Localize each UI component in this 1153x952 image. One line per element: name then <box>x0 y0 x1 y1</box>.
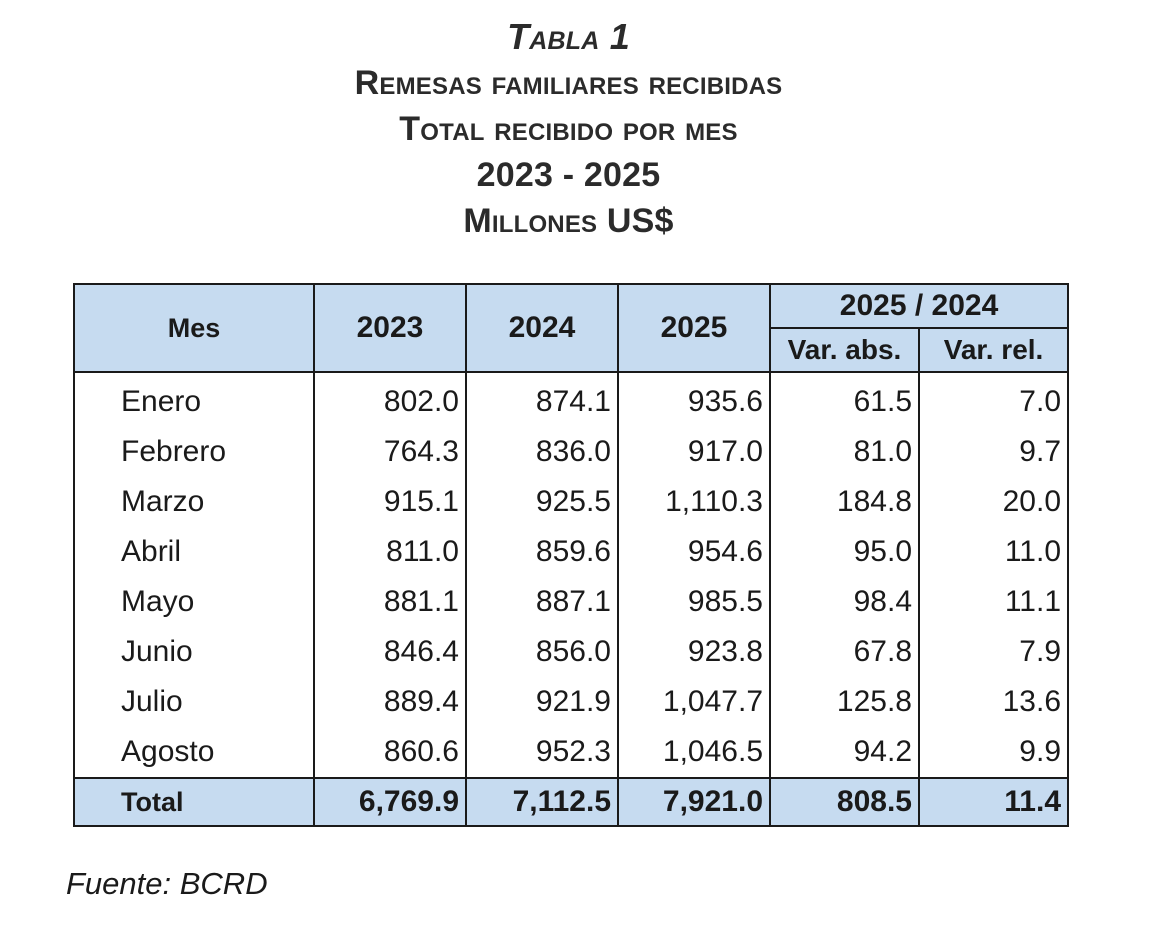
cell-2024: 836.0 <box>465 427 619 477</box>
column-header-var-abs: Var. abs. <box>769 327 920 373</box>
cell-2024: 859.6 <box>465 527 619 577</box>
cell-2023: 860.6 <box>313 727 467 779</box>
total-2023: 6,769.9 <box>313 777 467 827</box>
cell-mes: Mayo <box>73 577 315 627</box>
cell-mes: Abril <box>73 527 315 577</box>
cell-var-rel: 9.7 <box>917 427 1070 477</box>
cell-2025: 1,046.5 <box>617 727 771 779</box>
cell-var-abs: 67.8 <box>769 627 920 677</box>
cell-var-abs: 94.2 <box>769 727 920 779</box>
cell-2024: 925.5 <box>465 477 619 527</box>
cell-2023: 881.1 <box>313 577 467 627</box>
cell-2023: 811.0 <box>313 527 467 577</box>
table-number: Tabla 1 <box>507 16 630 57</box>
table-period: 2023 - 2025 <box>476 156 661 194</box>
cell-2024: 952.3 <box>465 727 619 779</box>
table-title: Remesas familiares recibidas <box>354 64 783 102</box>
cell-var-abs: 81.0 <box>769 427 920 477</box>
cell-mes: Julio <box>73 677 315 727</box>
cell-mes: Marzo <box>73 477 315 527</box>
cell-mes: Junio <box>73 627 315 677</box>
table-units: Millones US$ <box>463 202 674 240</box>
total-2024: 7,112.5 <box>465 777 619 827</box>
table-row: Abril 811.0 859.6 954.6 95.0 11.0 <box>73 527 1070 577</box>
table-subtitle: Total recibido por mes <box>399 110 738 148</box>
cell-2025: 1,047.7 <box>617 677 771 727</box>
cell-2025: 1,110.3 <box>617 477 771 527</box>
table-row: Febrero 764.3 836.0 917.0 81.0 9.7 <box>73 427 1070 477</box>
cell-2023: 764.3 <box>313 427 467 477</box>
cell-var-abs: 184.8 <box>769 477 920 527</box>
cell-var-rel: 20.0 <box>917 477 1070 527</box>
cell-2024: 856.0 <box>465 627 619 677</box>
cell-mes: Enero <box>73 372 315 427</box>
cell-2023: 846.4 <box>313 627 467 677</box>
cell-mes: Agosto <box>73 727 315 779</box>
source-note: Fuente: BCRD <box>66 866 268 901</box>
cell-2023: 889.4 <box>313 677 467 727</box>
column-header-2025: 2025 <box>617 283 771 373</box>
cell-var-abs: 98.4 <box>769 577 920 627</box>
total-label: Total <box>73 777 315 827</box>
cell-var-abs: 95.0 <box>769 527 920 577</box>
table-row: Junio 846.4 856.0 923.8 67.8 7.9 <box>73 627 1070 677</box>
cell-2025: 985.5 <box>617 577 771 627</box>
cell-2025: 917.0 <box>617 427 771 477</box>
cell-2025: 954.6 <box>617 527 771 577</box>
total-row: Total 6,769.9 7,112.5 7,921.0 808.5 11.4 <box>73 777 1070 827</box>
header-subrow: Var. abs. Var. rel. <box>74 327 1070 373</box>
cell-2024: 874.1 <box>465 372 619 427</box>
cell-var-rel: 11.1 <box>917 577 1070 627</box>
remittances-table: Mes 2023 2024 2025 2025 / 2024 Var. abs.… <box>73 283 1070 827</box>
cell-var-rel: 11.0 <box>917 527 1070 577</box>
cell-var-rel: 13.6 <box>917 677 1070 727</box>
cell-var-rel: 9.9 <box>917 727 1070 779</box>
column-header-2024: 2024 <box>465 283 619 373</box>
table-row: Enero 802.0 874.1 935.6 61.5 7.0 <box>73 372 1070 427</box>
table-body: Enero 802.0 874.1 935.6 61.5 7.0 Febrero… <box>73 372 1070 779</box>
table-caption: Tabla 1 Remesas familiares recibidas Tot… <box>0 14 1137 244</box>
cell-2024: 921.9 <box>465 677 619 727</box>
cell-2023: 802.0 <box>313 372 467 427</box>
table-row: Mayo 881.1 887.1 985.5 98.4 11.1 <box>73 577 1070 627</box>
cell-var-abs: 125.8 <box>769 677 920 727</box>
cell-2024: 887.1 <box>465 577 619 627</box>
total-var-rel: 11.4 <box>917 777 1070 827</box>
table-row: Agosto 860.6 952.3 1,046.5 94.2 9.9 <box>73 727 1070 779</box>
cell-2025: 935.6 <box>617 372 771 427</box>
column-header-mes: Mes <box>73 283 315 373</box>
column-header-2023: 2023 <box>313 283 467 373</box>
cell-2025: 923.8 <box>617 627 771 677</box>
total-2025: 7,921.0 <box>617 777 771 827</box>
column-header-comparison: 2025 / 2024 <box>768 283 1070 329</box>
cell-var-abs: 61.5 <box>769 372 920 427</box>
column-header-var-rel: Var. rel. <box>917 327 1070 373</box>
table-row: Marzo 915.1 925.5 1,110.3 184.8 20.0 <box>73 477 1070 527</box>
cell-2023: 915.1 <box>313 477 467 527</box>
total-var-abs: 808.5 <box>769 777 920 827</box>
header-row: Mes 2023 2024 2025 2025 / 2024 <box>73 283 1070 373</box>
cell-mes: Febrero <box>73 427 315 477</box>
cell-var-rel: 7.9 <box>917 627 1070 677</box>
table-row: Julio 889.4 921.9 1,047.7 125.8 13.6 <box>73 677 1070 727</box>
cell-var-rel: 7.0 <box>917 372 1070 427</box>
